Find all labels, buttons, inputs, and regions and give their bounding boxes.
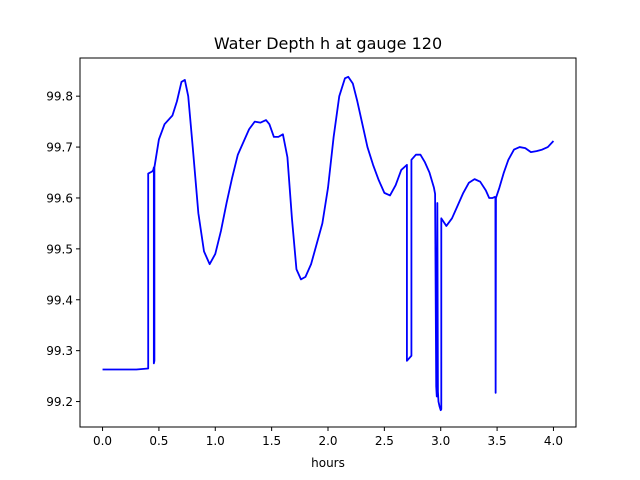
y-axis-ticks: 99.2 99.3 99.4 99.5 99.6 99.7 99.8 bbox=[46, 90, 80, 409]
y-tick-label: 99.5 bbox=[46, 242, 73, 256]
plot-area bbox=[102, 75, 555, 412]
y-tick-label: 99.7 bbox=[46, 141, 73, 155]
x-tick-label: 1.0 bbox=[206, 434, 225, 448]
series-line bbox=[102, 75, 555, 412]
x-tick-label: 0.0 bbox=[93, 434, 112, 448]
x-tick-label: 2.0 bbox=[318, 434, 337, 448]
y-tick-label: 99.3 bbox=[46, 344, 73, 358]
y-tick-label: 99.4 bbox=[46, 293, 73, 307]
y-tick-label: 99.6 bbox=[46, 191, 73, 205]
chart-title: Water Depth h at gauge 120 bbox=[214, 34, 442, 53]
y-tick-label: 99.2 bbox=[46, 395, 73, 409]
y-tick-label: 99.8 bbox=[46, 90, 73, 104]
x-tick-label: 2.5 bbox=[375, 434, 394, 448]
x-tick-label: 0.5 bbox=[149, 434, 168, 448]
x-tick-label: 4.0 bbox=[544, 434, 563, 448]
x-tick-label: 1.5 bbox=[262, 434, 281, 448]
x-axis-ticks: 0.0 0.5 1.0 1.5 2.0 2.5 3.0 3.5 4.0 bbox=[93, 427, 563, 448]
x-tick-label: 3.5 bbox=[488, 434, 507, 448]
x-tick-label: 3.0 bbox=[431, 434, 450, 448]
x-axis-label: hours bbox=[311, 456, 345, 470]
